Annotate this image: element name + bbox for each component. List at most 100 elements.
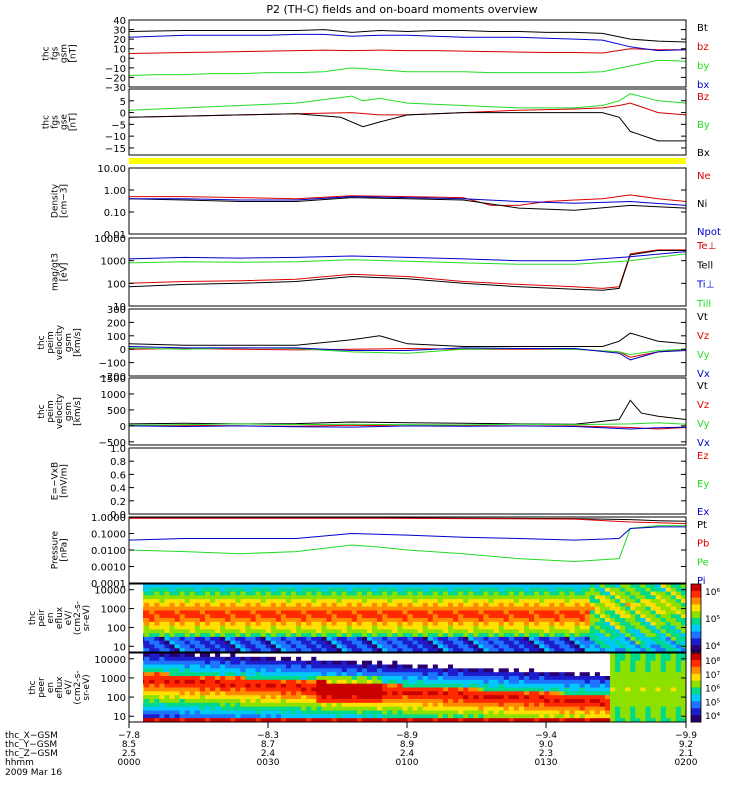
spectrogram-cell (569, 691, 575, 696)
spectrogram-cell (372, 710, 378, 715)
spectrogram-cell (366, 640, 373, 645)
spectrogram-cell (306, 591, 312, 596)
spectrogram-cell (387, 636, 393, 642)
spectrogram-cell (275, 602, 282, 608)
spectrogram-cell (468, 629, 474, 634)
spectrogram-cell (316, 695, 322, 700)
spectrogram-cell (453, 653, 459, 658)
spectrogram-cell (159, 602, 165, 608)
spectrogram-cell (220, 595, 226, 600)
xaxis-row-label: thc_X−GSM (5, 731, 58, 741)
xaxis-value: −9.9 (675, 731, 697, 741)
spectrogram-cell (159, 610, 165, 615)
spectrogram-cell (620, 629, 626, 634)
spectrogram-cell (448, 653, 454, 658)
spectrogram-cell (336, 629, 343, 634)
spectrogram-cell (245, 691, 251, 696)
spectrogram-cell (534, 633, 540, 638)
spectrogram-cell (230, 676, 236, 681)
spectrogram-cell (508, 668, 515, 673)
spectrogram-cell (341, 610, 348, 615)
spectrogram-cell (366, 599, 373, 604)
spectrogram-cell (610, 718, 616, 723)
spectrogram-cell (483, 718, 489, 723)
spectrogram-cell (189, 679, 196, 685)
spectrogram-cell (326, 664, 332, 669)
spectrogram-cell (240, 621, 246, 626)
spectrogram-cell (463, 595, 469, 600)
spectrogram-cell (437, 625, 444, 630)
spectrogram-cell (589, 676, 596, 681)
series-line-Pi (128, 526, 686, 541)
spectrogram-cell (458, 706, 464, 711)
spectrogram-cell (645, 602, 651, 608)
colorbar-tick-label: 10⁴ (705, 642, 720, 652)
spectrogram-cell (453, 648, 459, 653)
spectrogram-cell (615, 629, 621, 634)
spectrogram-cell (250, 614, 256, 619)
spectrogram-cell (296, 644, 302, 649)
spectrogram-cell (194, 702, 201, 708)
spectrogram-cell (321, 668, 327, 673)
spectrogram-cell (306, 648, 312, 653)
spectrogram-cell (518, 591, 525, 596)
spectrogram-cell (498, 668, 505, 673)
spectrogram-cell (250, 679, 256, 685)
spectrogram-cell (199, 644, 206, 649)
spectrogram-cell (523, 610, 530, 615)
spectrogram-cell (296, 668, 302, 673)
spectrogram-cell (579, 702, 586, 708)
spectrogram-cell (604, 599, 611, 604)
spectrogram-cell (463, 606, 469, 611)
spectrogram-cell (306, 606, 312, 611)
spectrogram-cell (680, 614, 687, 619)
spectrogram-cell (382, 660, 388, 665)
spectrogram-cell (508, 695, 515, 700)
spectrogram-cell (437, 587, 444, 592)
spectrogram-cell (549, 606, 555, 611)
spectrogram-cell (518, 636, 525, 642)
spectrogram-cell (564, 625, 570, 630)
spectrogram-cell (225, 710, 231, 715)
spectrogram-cell (179, 640, 186, 645)
spectrogram-cell (534, 606, 540, 611)
spectrogram-cell (675, 595, 682, 600)
spectrogram-cell (640, 648, 646, 653)
spectrogram-cell (660, 640, 667, 645)
spectrogram-cell (645, 599, 651, 604)
spectrogram-cell (225, 664, 231, 669)
spectrogram-cell (422, 653, 429, 658)
spectrogram-cell (448, 672, 454, 677)
spectrogram-cell (255, 699, 262, 704)
spectrogram-cell (291, 676, 297, 681)
spectrogram-cell (422, 599, 429, 604)
spectrogram-cell (640, 691, 646, 696)
spectrogram-cell (458, 618, 464, 623)
spectrogram-cell (544, 595, 550, 600)
colorbar-step (691, 594, 701, 597)
spectrogram-cell (159, 614, 165, 619)
spectrogram-cell (645, 610, 651, 615)
spectrogram-cell (184, 695, 191, 700)
spectrogram-cell (523, 633, 530, 638)
spectrogram-cell (610, 618, 616, 623)
spectrogram-cell (204, 714, 211, 719)
spectrogram-cell (473, 587, 479, 592)
spectrogram-cell (635, 644, 641, 649)
spectrogram-cell (270, 660, 277, 665)
spectrogram-cell (377, 584, 383, 589)
spectrogram-cell (356, 656, 363, 662)
colorbar-tick-label: 10⁵ (705, 698, 720, 708)
spectrogram-cell (255, 610, 262, 615)
spectrogram-cell (326, 668, 332, 673)
colorbar-step (691, 678, 701, 682)
spectrogram-cell (610, 621, 616, 626)
spectrogram-cell (255, 683, 262, 688)
spectrogram-cell (417, 606, 424, 611)
spectrogram-cell (579, 633, 586, 638)
spectrogram-cell (529, 695, 535, 700)
spectrogram-cells (129, 584, 687, 653)
spectrogram-cell (579, 625, 586, 630)
spectrogram-cell (210, 618, 216, 623)
